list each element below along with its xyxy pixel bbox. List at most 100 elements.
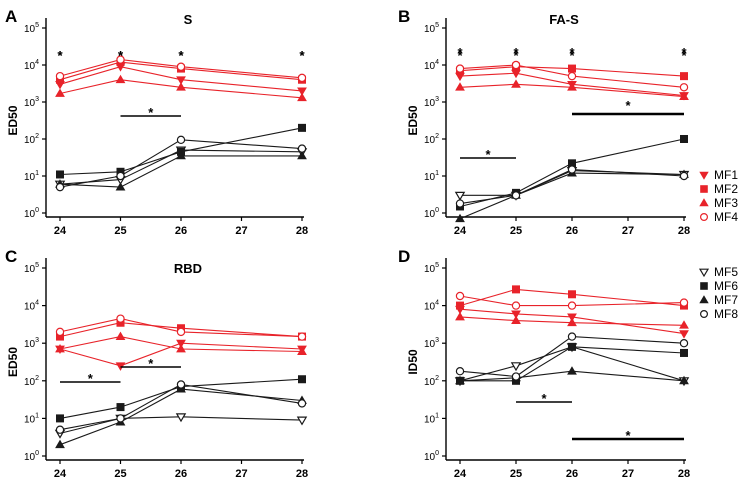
x-tick-label: 28: [678, 225, 690, 237]
significance-star: *: [681, 45, 687, 60]
data-point: [116, 414, 125, 423]
y-tick-label: 103: [424, 96, 439, 109]
series-line: [459, 83, 685, 98]
data-point: [679, 375, 689, 385]
data-point: [55, 88, 65, 97]
data-point: [176, 327, 186, 337]
significance-star: *: [118, 48, 124, 63]
data-point: [297, 144, 307, 153]
data-point: [679, 83, 689, 92]
x-tick-label: 24: [454, 225, 467, 237]
x-tick-label: 27: [622, 468, 634, 477]
data-point: [567, 71, 577, 81]
data-point: [455, 311, 465, 321]
significance-star: *: [57, 48, 63, 63]
x-tick-label: 26: [566, 225, 578, 237]
significance-star: *: [178, 48, 184, 63]
y-tick-label: 100: [424, 207, 439, 220]
series-line: [460, 346, 685, 382]
legend-item-MF6: MF6: [700, 279, 738, 293]
legend-marker: [698, 268, 710, 278]
significance-star: *: [118, 48, 124, 63]
significance-star: *: [57, 48, 63, 63]
data-point: [176, 380, 186, 389]
legend-label: MF1: [714, 168, 738, 182]
data-point: [116, 403, 125, 412]
x-tick-label: 26: [566, 468, 578, 477]
series-MF3: [455, 311, 689, 329]
data-point: [297, 92, 307, 102]
data-point: [455, 375, 465, 385]
y-axis-label: ED50: [406, 105, 420, 135]
data-point: [55, 327, 65, 337]
y-tick-label: 100: [424, 450, 439, 463]
x-tick-label: 25: [114, 468, 126, 477]
series-line: [59, 59, 303, 79]
series-line: [459, 370, 685, 382]
y-tick-label: 105: [24, 22, 39, 35]
data-point: [115, 74, 126, 84]
significance-star: *: [457, 48, 463, 63]
data-point: [567, 313, 577, 322]
y-tick-label: 103: [24, 96, 39, 109]
y-axis-label: ED50: [6, 105, 20, 135]
data-point: [512, 285, 521, 294]
data-point: [567, 165, 577, 174]
data-point: [297, 399, 307, 408]
data-point: [55, 425, 65, 434]
panel-letter: B: [398, 7, 410, 26]
x-tick-label: 25: [114, 225, 126, 237]
data-point: [55, 344, 65, 353]
series-line: [59, 388, 303, 446]
legend-marker: [699, 213, 708, 222]
bracket-star: *: [541, 391, 547, 406]
legend-item-MF3: MF3: [699, 196, 738, 210]
series-line: [59, 127, 303, 176]
y-tick-label: 105: [424, 22, 439, 35]
series-line: [459, 168, 685, 205]
legend-item-MF5: MF5: [698, 265, 738, 279]
bracket-star: *: [88, 371, 94, 386]
panel-letter: A: [5, 7, 17, 26]
legend-label: MF7: [714, 293, 738, 307]
legend-item-MF2: MF2: [700, 182, 738, 196]
data-point: [511, 310, 521, 319]
panel-C: CRBD1001011021031041052425262728ED50Week…: [5, 48, 308, 477]
significance-star: *: [513, 48, 519, 63]
y-tick-label: 101: [424, 170, 439, 183]
data-point: [455, 199, 465, 208]
data-point: [297, 87, 307, 96]
series-MF5: [54, 413, 308, 439]
data-point: [176, 76, 186, 85]
series-MF8: [55, 135, 307, 192]
data-point: [680, 134, 689, 143]
series-MF8: [455, 332, 689, 381]
y-tick-label: 104: [424, 300, 439, 313]
data-point: [679, 171, 689, 181]
data-point: [297, 332, 307, 341]
chart-title: S: [184, 12, 193, 27]
significance-star: *: [299, 48, 305, 63]
panel-A: A S 100 101 102 103 104 105 24 25 26 27 28 ED50 * * * * *: [5, 7, 308, 237]
legend-marker: [700, 185, 708, 193]
bracket-star: *: [485, 147, 491, 162]
data-point: [567, 332, 577, 341]
data-point: [511, 315, 521, 324]
y-tick-label: 103: [424, 337, 439, 350]
series-line: [59, 155, 302, 188]
data-point: [455, 367, 465, 376]
data-point: [56, 170, 65, 179]
x-tick-label: 25: [510, 225, 522, 237]
data-point: [679, 339, 689, 348]
x-tick-label: 28: [296, 225, 308, 237]
significance-star: *: [299, 48, 305, 63]
data-point: [296, 416, 308, 426]
series-MF3: [455, 79, 689, 100]
series-MF8: [455, 165, 689, 208]
data-point: [679, 91, 689, 100]
data-point: [568, 290, 577, 299]
data-point: [55, 71, 65, 81]
data-point: [176, 339, 186, 349]
data-point: [297, 150, 307, 160]
